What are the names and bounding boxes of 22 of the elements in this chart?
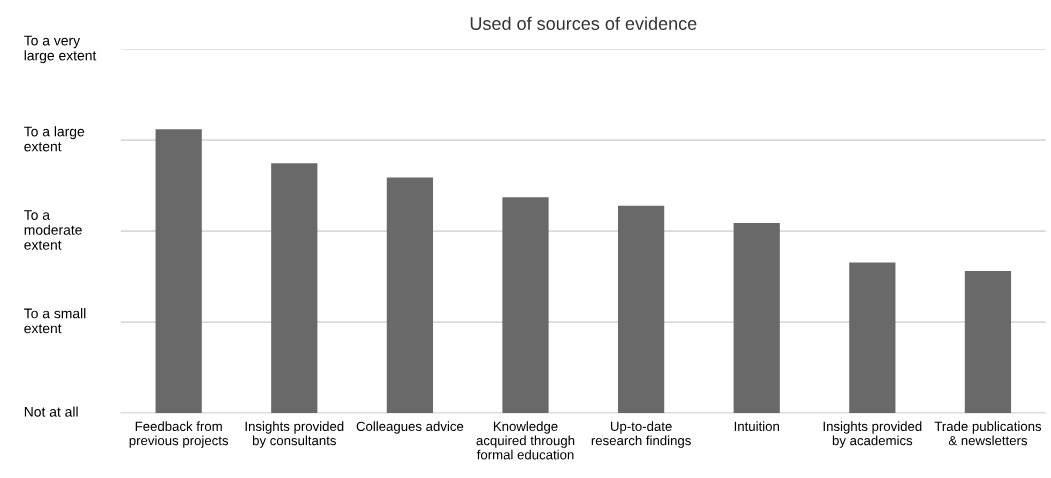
- bar: [733, 222, 780, 413]
- x-tick-label: Knowledge acquired through formal education: [476, 421, 575, 460]
- text: To a small extent: [24, 308, 86, 334]
- x-tick-label: Insights provided by academics: [823, 421, 922, 448]
- text: To a very large extent: [24, 35, 97, 64]
- bar: [271, 163, 318, 413]
- text: To a large extent: [24, 126, 85, 152]
- bar: [386, 177, 434, 413]
- text: To a moderate extent: [24, 210, 82, 250]
- bar: [849, 262, 896, 413]
- bar: [502, 197, 549, 413]
- x-tick-label: Insights provided by consultants: [245, 421, 344, 448]
- bar: [964, 271, 1012, 413]
- text: Not at all: [24, 406, 78, 417]
- x-tick-label: Trade publications & newsletters: [934, 421, 1042, 446]
- bar: [617, 205, 665, 413]
- x-tick-label: Intuition: [734, 421, 779, 432]
- chart-title: Used of sources of evidence: [470, 16, 697, 30]
- x-tick-label: Up-to-date research findings: [591, 421, 691, 448]
- bar: [155, 129, 202, 413]
- x-tick-label: Colleagues advice: [356, 421, 464, 434]
- x-tick-label: Feedback from previous projects: [129, 421, 229, 448]
